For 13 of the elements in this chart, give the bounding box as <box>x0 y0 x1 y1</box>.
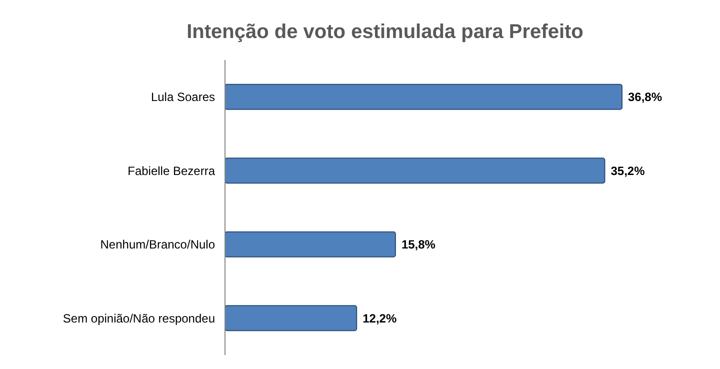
data-label: 15,8% <box>401 238 436 252</box>
data-label: 12,2% <box>362 311 397 326</box>
bar <box>224 84 622 110</box>
y-tick-label: Lula Soares <box>150 90 215 104</box>
data-label: 36,8% <box>628 90 662 104</box>
y-tick-label: Nenhum/Branco/Nulo <box>100 238 216 252</box>
bar <box>224 158 606 184</box>
bar <box>224 231 396 258</box>
data-label: 35,2% <box>610 164 646 178</box>
chart-title: Intenção de voto estimulada para Prefeito <box>186 21 584 43</box>
bar <box>224 305 358 332</box>
y-tick-label: Fabielle Bezerra <box>128 164 216 178</box>
y-tick-label: Sem opinião/Não respondeu <box>62 311 215 326</box>
